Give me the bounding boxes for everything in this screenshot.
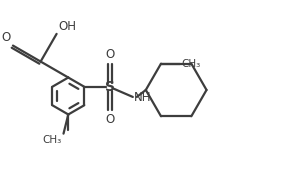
Text: CH₃: CH₃ bbox=[181, 59, 200, 69]
Text: OH: OH bbox=[58, 20, 77, 33]
Text: CH₃: CH₃ bbox=[42, 135, 62, 145]
Text: NH: NH bbox=[134, 91, 151, 104]
Text: O: O bbox=[105, 113, 115, 126]
Text: O: O bbox=[2, 31, 11, 44]
Text: O: O bbox=[105, 48, 115, 61]
Text: S: S bbox=[105, 80, 115, 94]
